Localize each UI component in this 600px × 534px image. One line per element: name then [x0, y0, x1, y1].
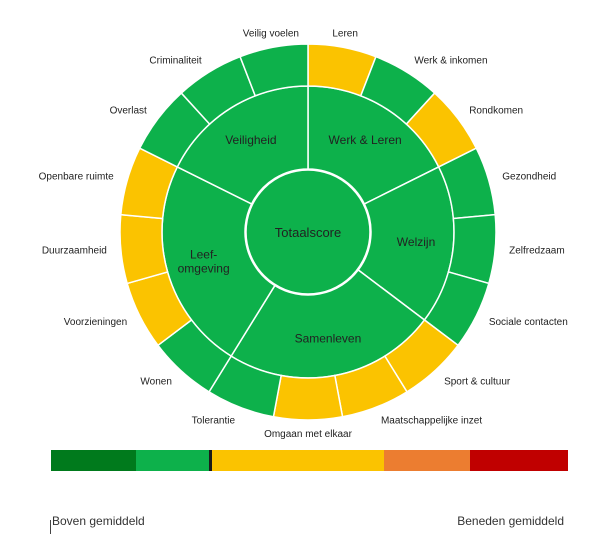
item-label: Omgaan met elkaar — [264, 429, 352, 440]
item-label: Veilig voelen — [243, 28, 299, 39]
item-label: Wonen — [140, 376, 172, 387]
item-label: Werk & inkomen — [414, 55, 487, 66]
item-label: Zelfredzaam — [509, 246, 565, 257]
scale-segment-3 — [384, 450, 470, 471]
item-arc-3-2 — [119, 213, 169, 285]
item-label: Rondkomen — [469, 105, 523, 116]
score-marker — [209, 450, 213, 471]
scale-segment-2 — [211, 450, 385, 471]
item-label: Gezondheid — [502, 172, 556, 183]
item-label: Overlast — [110, 105, 147, 116]
item-arc-1-1 — [447, 213, 497, 285]
category-label: Welzijn — [397, 235, 435, 249]
item-label: Sociale contacten — [489, 317, 568, 328]
legend-left-label: Boven gemiddeld — [50, 514, 145, 534]
item-label: Duurzaamheid — [42, 246, 107, 257]
item-label: Openbare ruimte — [39, 172, 114, 183]
category-label: Werk & Leren — [329, 133, 402, 147]
item-arc-2-2 — [272, 374, 344, 421]
item-label: Sport & cultuur — [444, 376, 511, 387]
item-arc-4-2 — [239, 43, 309, 97]
item-label: Voorzieningen — [64, 317, 127, 328]
item-label: Criminaliteit — [149, 55, 201, 66]
item-label: Maatschappelijke inzet — [381, 415, 482, 426]
sunburst-chart: Leren Werk & inkomen Rondkomen Werk & Leren… — [39, 28, 568, 440]
category-label: Samenleven — [295, 332, 362, 346]
scale-segment-0 — [51, 450, 137, 471]
item-label: Tolerantie — [192, 415, 236, 426]
item-label: Leren — [332, 28, 358, 39]
category-label: Veiligheid — [225, 133, 276, 147]
category-label: Leef-omgeving — [178, 248, 230, 276]
center-label: Totaalscore — [275, 225, 341, 240]
center-circle — [245, 169, 371, 295]
scale-segment-1 — [136, 450, 212, 471]
legend-right-label: Beneden gemiddeld — [457, 514, 564, 528]
scale-segment-4 — [469, 450, 568, 471]
color-scale-bar — [51, 450, 568, 471]
